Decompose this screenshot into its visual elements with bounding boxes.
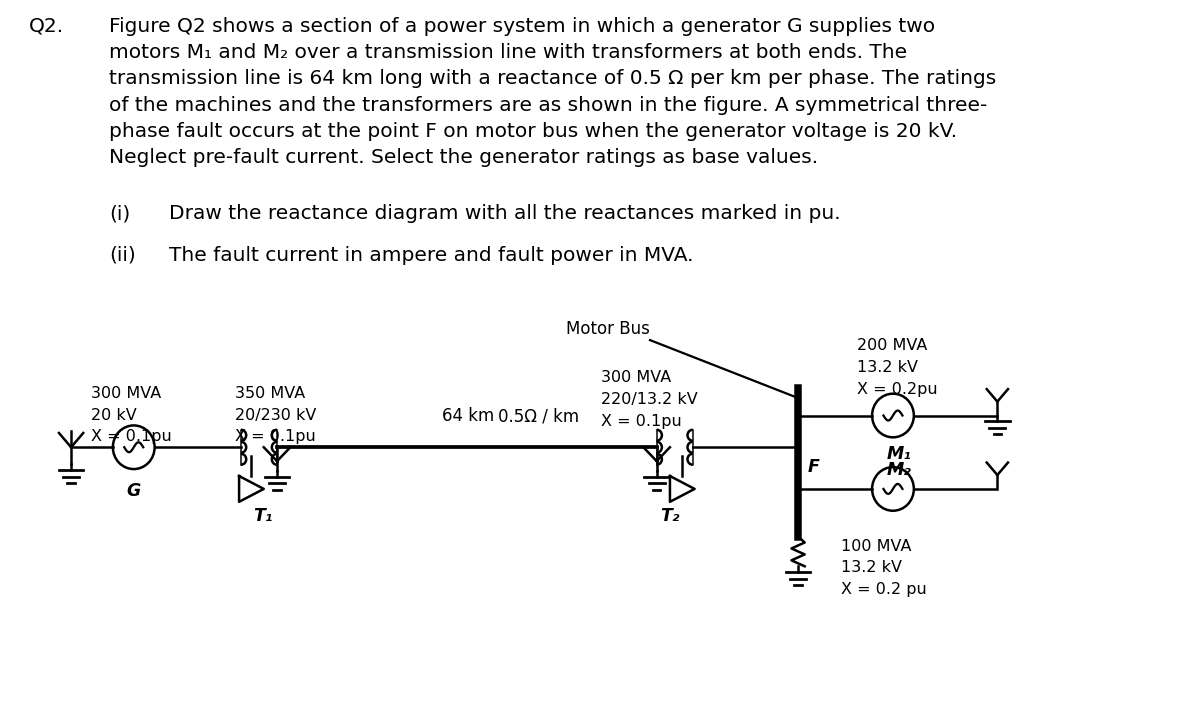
Text: X = 0.1pu: X = 0.1pu [235,429,315,444]
Text: motors M₁ and M₂ over a transmission line with transformers at both ends. The: motors M₁ and M₂ over a transmission lin… [109,43,907,62]
Text: 20/230 kV: 20/230 kV [235,407,317,423]
Text: T₂: T₂ [661,507,680,525]
Text: 300 MVA: 300 MVA [600,370,671,385]
Text: 220/13.2 kV: 220/13.2 kV [600,392,697,407]
Text: Q2.: Q2. [30,17,64,36]
Text: (i): (i) [109,204,130,223]
Text: transmission line is 64 km long with a reactance of 0.5 Ω per km per phase. The : transmission line is 64 km long with a r… [109,69,996,88]
Text: The fault current in ampere and fault power in MVA.: The fault current in ampere and fault po… [168,246,694,265]
Text: X = 0.2 pu: X = 0.2 pu [841,582,926,597]
Text: M₂: M₂ [886,461,911,479]
Text: 100 MVA: 100 MVA [841,539,911,554]
Text: of the machines and the transformers are as shown in the figure. A symmetrical t: of the machines and the transformers are… [109,95,987,114]
Text: 350 MVA: 350 MVA [235,385,306,401]
Text: X = 0.1pu: X = 0.1pu [600,414,682,429]
Text: phase fault occurs at the point F on motor bus when the generator voltage is 20 : phase fault occurs at the point F on mot… [109,122,957,140]
Text: Figure Q2 shows a section of a power system in which a generator G supplies two: Figure Q2 shows a section of a power sys… [109,17,936,36]
Text: T₁: T₁ [253,507,273,525]
Text: Motor Bus: Motor Bus [567,320,650,338]
Text: 20 kV: 20 kV [91,407,136,423]
Text: 13.2 kV: 13.2 kV [841,561,901,575]
Text: 300 MVA: 300 MVA [91,385,161,401]
Text: 0.5Ω / km: 0.5Ω / km [498,407,580,426]
Text: Neglect pre-fault current. Select the generator ratings as base values.: Neglect pre-fault current. Select the ge… [109,148,818,167]
Text: G: G [127,482,141,500]
Text: (ii): (ii) [109,246,136,265]
Text: 64 km: 64 km [441,407,493,426]
Text: 13.2 kV: 13.2 kV [857,360,918,375]
Text: Draw the reactance diagram with all the reactances marked in pu.: Draw the reactance diagram with all the … [168,204,841,223]
Text: X = 0.1pu: X = 0.1pu [91,429,172,444]
Text: F: F [808,458,820,476]
Text: X = 0.2pu: X = 0.2pu [857,382,937,397]
Text: 200 MVA: 200 MVA [857,338,927,353]
Text: M₁: M₁ [886,445,911,463]
